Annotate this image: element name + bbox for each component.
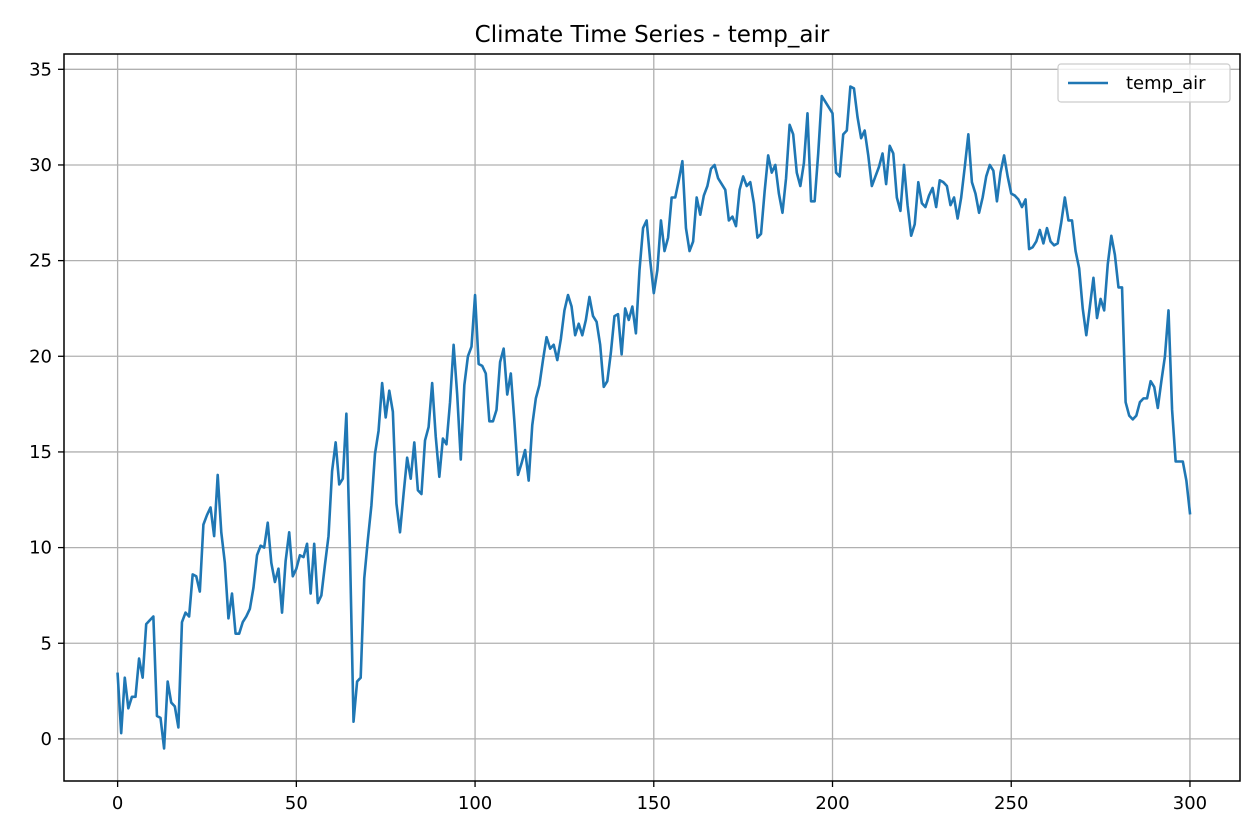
x-tick-label-50: 50	[285, 793, 308, 814]
legend: temp_air	[1057, 63, 1231, 103]
y-tick-label-10: 10	[29, 538, 52, 559]
axis-ticks: 0 50 100 150 200 250 300 0 5 10 15 20 25 30 35	[29, 59, 1207, 814]
y-tick-label-15: 15	[29, 442, 52, 463]
x-tick-label-0: 0	[112, 793, 123, 814]
x-tick-label-100: 100	[458, 793, 492, 814]
plot-frame	[63, 53, 1241, 782]
y-tick-label-5: 5	[41, 633, 52, 654]
y-tick-label-20: 20	[29, 346, 52, 367]
legend-label-temp-air: temp_air	[1126, 73, 1206, 94]
y-tick-label-25: 25	[29, 251, 52, 272]
y-tick-label-35: 35	[29, 59, 52, 80]
series-line-temp-air	[116, 85, 1192, 750]
x-tick-label-300: 300	[1173, 793, 1207, 814]
grid	[64, 54, 1240, 781]
y-tick-label-0: 0	[41, 729, 52, 750]
series-layer	[116, 85, 1192, 750]
chart-title: Climate Time Series - temp_air	[475, 22, 830, 48]
x-tick-label-150: 150	[637, 793, 671, 814]
x-tick-label-250: 250	[994, 793, 1028, 814]
x-tick-label-200: 200	[815, 793, 849, 814]
y-tick-label-30: 30	[29, 155, 52, 176]
legend-box	[1057, 63, 1231, 103]
